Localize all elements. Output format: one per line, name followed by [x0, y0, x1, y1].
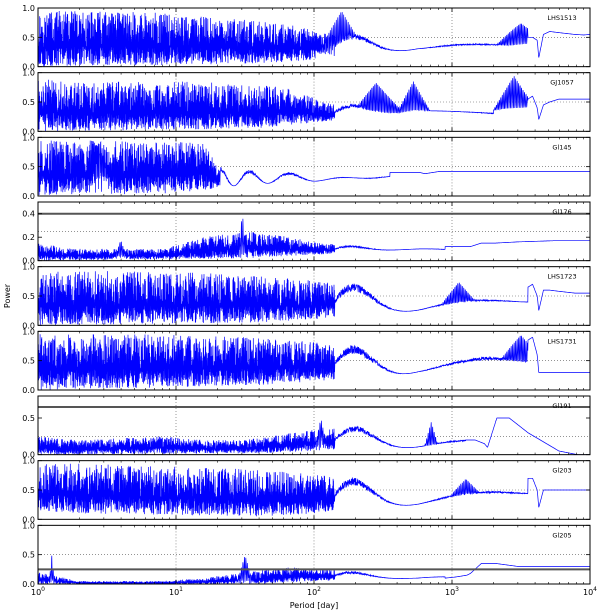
panel-lhs1731: 0.0 0.5 1.0 LHS1731 — [22, 327, 591, 395]
series-line — [38, 218, 590, 261]
panel-name-label: Gl191 — [552, 402, 571, 410]
y-tick-label: 1.0 — [22, 69, 35, 78]
series-line — [38, 463, 590, 517]
panel-gl205: 0.0 0.5 1.0 Gl205 — [22, 521, 591, 589]
y-tick-label: 1.0 — [22, 327, 35, 336]
y-tick-label: 0.5 — [22, 551, 35, 560]
panel-gj1057: 0.0 0.5 1.0 GJ1057 — [22, 69, 591, 136]
y-tick-label: 0.5 — [22, 33, 35, 42]
y-tick-label: 0.0 — [22, 321, 35, 330]
x-axis-labels: 100 101 102 103 104 — [31, 586, 597, 597]
panel-gl191: 0.0 0.5 Gl191 — [22, 395, 591, 460]
x-tick-label: 102 — [307, 586, 321, 597]
y-tick-label: 0.5 — [22, 292, 35, 301]
y-tick-label: 0.0 — [22, 580, 35, 589]
series-line — [38, 10, 590, 67]
y-tick-label: 1.0 — [22, 457, 35, 466]
y-tick-label: 0.0 — [22, 386, 35, 395]
series-line — [38, 76, 590, 132]
y-tick-label: 0.5 — [22, 357, 35, 366]
panel-name-label: LHS1513 — [547, 14, 576, 22]
y-tick-label: 0.0 — [22, 127, 35, 136]
y-tick-label: 0.5 — [22, 163, 35, 172]
y-tick-label: 0.0 — [22, 451, 35, 460]
panel-gl176: 0.0 0.2 0.4 Gl176 — [22, 201, 591, 266]
y-tick-label: 1.0 — [22, 4, 35, 13]
panel-name-label: Gl203 — [552, 467, 571, 475]
y-tick-label: 1.0 — [22, 263, 35, 272]
panel-name-label: Gl145 — [552, 143, 571, 151]
panel-name-label: Gl205 — [552, 531, 571, 539]
y-axis-label: Power — [3, 283, 12, 308]
y-tick-label: 0.0 — [22, 257, 35, 266]
y-tick-label: 0.4 — [22, 210, 35, 219]
y-tick-label: 0.5 — [22, 414, 35, 423]
y-tick-label: 0.0 — [22, 63, 35, 72]
series-line — [38, 334, 590, 390]
series-line — [38, 555, 590, 584]
x-tick-label: 100 — [31, 586, 45, 597]
series-line — [38, 140, 590, 196]
series-line — [38, 417, 590, 455]
y-tick-label: 0.0 — [22, 515, 35, 524]
y-tick-label: 0.5 — [22, 98, 35, 107]
panel-gl145: 0.0 0.5 1.0 Gl145 — [22, 133, 591, 201]
x-axis-label: Period [day] — [290, 601, 338, 610]
panel-lhs1723: 0.0 0.5 1.0 LHS1723 — [22, 263, 591, 330]
panel-name-label: LHS1723 — [547, 273, 576, 281]
y-tick-label: 1.0 — [22, 521, 35, 530]
x-tick-label: 103 — [445, 586, 459, 597]
y-tick-label: 0.0 — [22, 192, 35, 201]
series-line — [38, 271, 590, 326]
panel-name-label: GJ1057 — [550, 79, 574, 87]
y-tick-label: 1.0 — [22, 133, 35, 142]
panel-name-label: LHS1731 — [547, 337, 576, 345]
panel-lhs1513: 0.0 0.5 1.0 LHS1513 — [22, 4, 591, 72]
panel-name-label: Gl176 — [552, 208, 571, 216]
y-tick-label: 0.2 — [22, 233, 35, 242]
x-tick-label: 101 — [169, 586, 183, 597]
y-tick-label: 0.5 — [22, 486, 35, 495]
panel-gl203: 0.0 0.5 1.0 Gl203 — [22, 457, 591, 524]
x-tick-label: 104 — [583, 586, 597, 597]
